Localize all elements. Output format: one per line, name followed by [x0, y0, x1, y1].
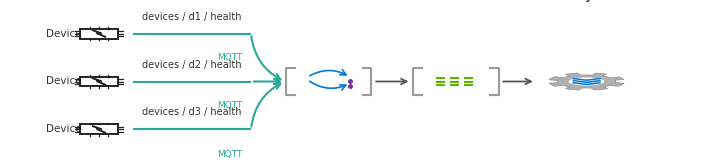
Bar — [451, 84, 459, 86]
Bar — [464, 84, 474, 86]
Bar — [464, 77, 474, 79]
Bar — [81, 124, 118, 134]
Bar — [81, 29, 118, 39]
Text: Azure Stream
Analytics: Azure Stream Analytics — [545, 0, 628, 2]
Text: MQTT: MQTT — [217, 53, 242, 62]
Bar — [451, 77, 459, 79]
Bar — [464, 81, 474, 83]
Circle shape — [569, 77, 604, 86]
Text: devices / d1 / health: devices / d1 / health — [142, 12, 242, 22]
Text: Device: Device — [46, 29, 81, 39]
Text: Device: Device — [46, 124, 81, 134]
Polygon shape — [549, 73, 624, 90]
Bar — [436, 77, 446, 79]
Text: devices / d2 / health: devices / d2 / health — [142, 59, 242, 69]
Text: Azure Event
Hubs: Azure Event Hubs — [419, 0, 492, 2]
Bar — [436, 81, 446, 83]
Text: devices / d3 / health: devices / d3 / health — [142, 107, 242, 117]
Text: Azure
Event Grid: Azure Event Grid — [296, 0, 360, 2]
Bar — [81, 76, 118, 87]
Text: MQTT: MQTT — [217, 150, 242, 159]
Bar — [436, 84, 446, 86]
Text: Device: Device — [46, 76, 81, 87]
Text: MQTT: MQTT — [217, 101, 242, 110]
Bar — [451, 81, 459, 83]
